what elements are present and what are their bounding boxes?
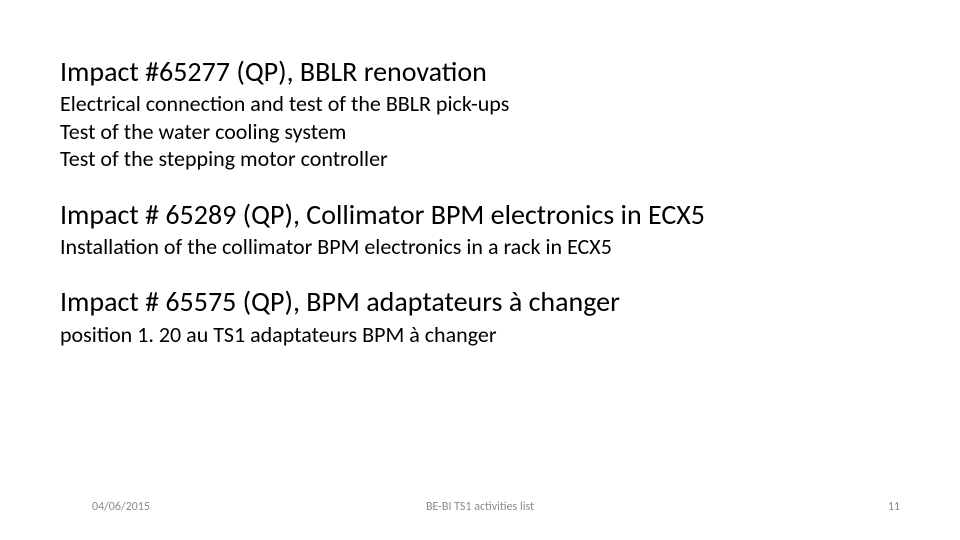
section-2-line-1: Installation of the collimator BPM elect… [60, 233, 900, 261]
footer-center: BE-BI TS1 activities list [426, 500, 534, 514]
section-1: Impact #65277 (QP), BBLR renovation Elec… [60, 56, 900, 173]
section-3: Impact # 65575 (QP), BPM adaptateurs à c… [60, 286, 900, 348]
slide-footer: 04/06/2015 BE-BI TS1 activities list 11 [0, 500, 960, 514]
section-3-line-1: position 1. 20 au TS1 adaptateurs BPM à … [60, 321, 900, 349]
slide: Impact #65277 (QP), BBLR renovation Elec… [0, 0, 960, 540]
section-3-title: Impact # 65575 (QP), BPM adaptateurs à c… [60, 286, 900, 318]
section-1-line-3: Test of the stepping motor controller [60, 145, 900, 173]
section-1-line-1: Electrical connection and test of the BB… [60, 90, 900, 118]
footer-page-number: 11 [888, 500, 900, 514]
section-2-title: Impact # 65289 (QP), Collimator BPM elec… [60, 199, 900, 231]
section-1-line-2: Test of the water cooling system [60, 118, 900, 146]
footer-date: 04/06/2015 [92, 500, 150, 514]
section-1-title: Impact #65277 (QP), BBLR renovation [60, 56, 900, 88]
section-2: Impact # 65289 (QP), Collimator BPM elec… [60, 199, 900, 261]
